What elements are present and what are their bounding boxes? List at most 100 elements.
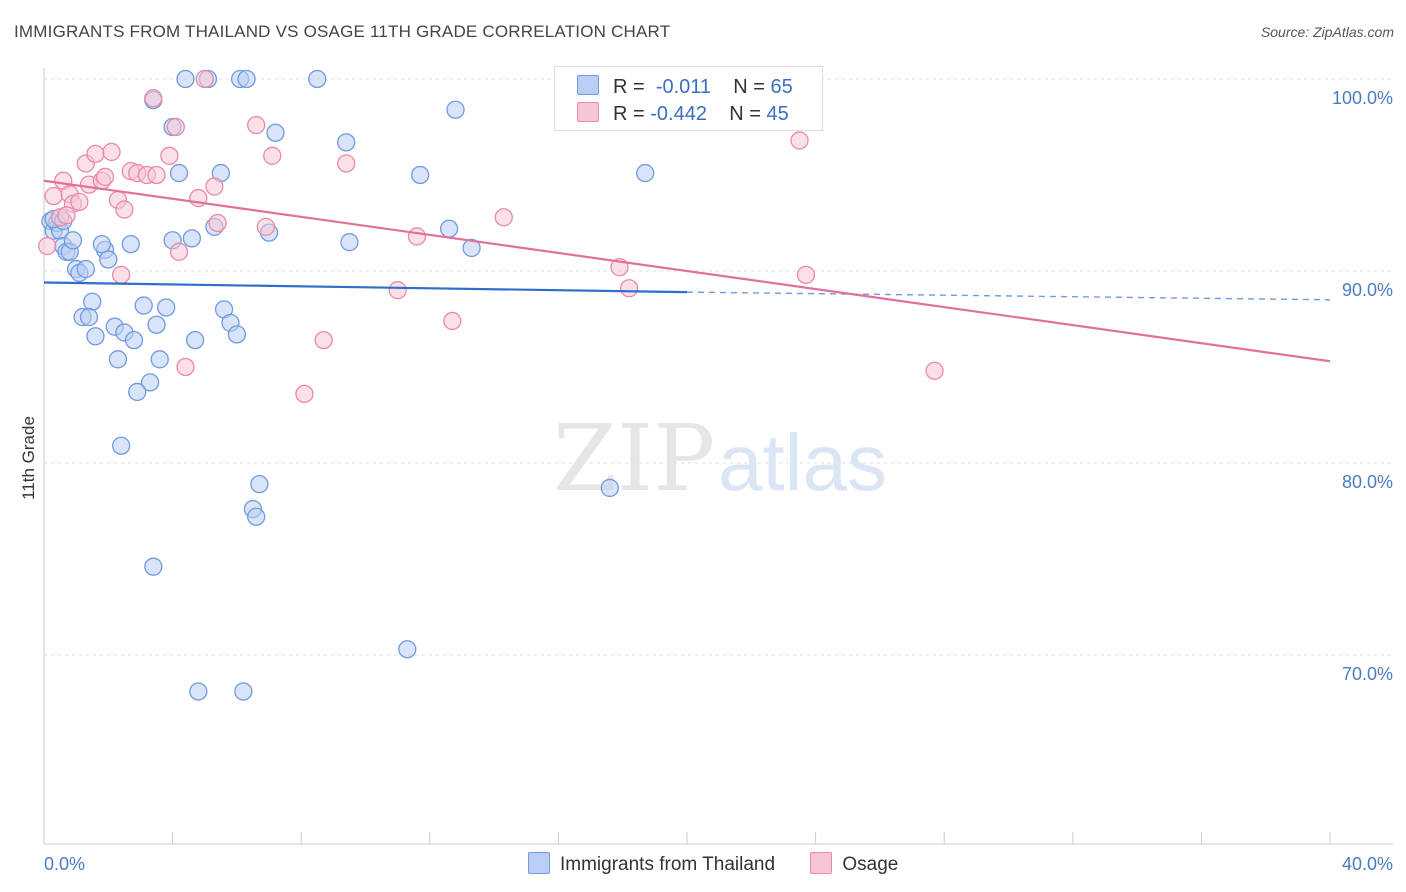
legend-r-value: -0.442: [650, 103, 707, 125]
thailand-point: [340, 233, 359, 252]
watermark: ZIP atlas: [553, 405, 887, 512]
thailand-trend-extension: [686, 291, 1331, 301]
thailand-point: [124, 330, 144, 350]
thailand-point: [411, 165, 430, 185]
legend-swatch-blue: [528, 852, 550, 874]
osage-point: [247, 115, 266, 135]
thailand-point: [108, 350, 128, 369]
osage-point: [160, 146, 179, 165]
osage-point: [144, 89, 163, 108]
osage-point: [314, 330, 333, 350]
legend-swatch-pink: [810, 852, 833, 874]
osage-point: [796, 265, 816, 284]
thailand-point: [79, 307, 99, 327]
thailand-point: [234, 682, 253, 701]
thailand-point: [600, 478, 619, 498]
osage-point: [337, 154, 356, 173]
osage-point: [208, 213, 227, 233]
osage-point: [619, 279, 639, 298]
osage-point: [44, 186, 63, 206]
thailand-point: [76, 259, 95, 279]
thailand-point: [247, 507, 266, 526]
thailand-point: [150, 350, 169, 369]
axes: 100.0% 90.0% 80.0% 70.0% 0.0% 40.0%: [43, 68, 1393, 874]
thailand-point: [176, 69, 195, 89]
correlation-legend: R = -0.011 N = 65 R = -0.442 N = 45: [554, 66, 823, 131]
legend-n-value: 45: [766, 103, 789, 125]
legend-item-osage: Osage: [810, 852, 898, 876]
osage-point: [115, 200, 134, 219]
trend-lines: [43, 179, 1331, 363]
osage-point: [790, 131, 809, 150]
legend-swatch-pink: [577, 102, 599, 122]
thailand-point: [128, 382, 147, 402]
legend-row-thailand: R = -0.011 N = 65: [577, 75, 793, 99]
osage-point: [102, 142, 121, 162]
thailand-point: [185, 330, 205, 350]
osage-point: [256, 217, 275, 236]
legend-item-thailand: Immigrants from Thailand: [528, 852, 775, 876]
osage-point: [112, 265, 131, 284]
watermark-zip: ZIP: [553, 405, 715, 512]
osage-point: [176, 357, 195, 377]
y-tick-label: 80.0%: [1342, 472, 1393, 492]
thailand-point: [237, 69, 256, 89]
thailand-point: [92, 234, 112, 254]
legend-n-label: N =: [733, 76, 765, 98]
osage-point: [443, 311, 462, 331]
legend-r-label: R =: [613, 76, 645, 98]
thailand-point: [266, 123, 285, 142]
chart-title: IMMIGRANTS FROM THAILAND VS OSAGE 11TH G…: [14, 22, 671, 41]
thailand-point: [83, 292, 102, 311]
legend-n-label: N =: [729, 103, 761, 125]
osage-point: [166, 117, 185, 137]
thailand-point: [462, 238, 481, 258]
thailand-point: [99, 250, 118, 269]
legend-r-value: -0.011: [655, 76, 712, 98]
osage-point: [295, 384, 314, 404]
thailand-point: [112, 436, 131, 455]
thailand-point: [134, 296, 153, 315]
thailand-point: [250, 474, 269, 494]
watermark-atlas: atlas: [718, 418, 887, 507]
osage-point: [147, 165, 166, 185]
osage-point: [925, 361, 944, 380]
osage-point: [95, 167, 115, 187]
osage-point: [86, 144, 105, 164]
osage-point: [407, 227, 427, 246]
thailand-point: [140, 373, 160, 392]
thailand-point: [227, 325, 247, 344]
osage-trend-line: [43, 179, 1331, 363]
thailand-point: [157, 298, 176, 317]
thailand-point: [169, 163, 189, 183]
legend-n-value: 65: [770, 76, 793, 98]
y-tick-label: 100.0%: [1332, 88, 1393, 108]
data-points: [38, 69, 944, 701]
thailand-point: [446, 100, 465, 119]
osage-point: [195, 69, 214, 89]
thailand-point: [636, 163, 655, 183]
osage-point: [388, 281, 407, 300]
thailand-point: [121, 234, 140, 254]
legend-r-label: R =: [613, 103, 645, 125]
source-label: Source: ZipAtlas.com: [1260, 24, 1394, 40]
thailand-point: [86, 327, 105, 346]
thailand-point: [439, 219, 459, 238]
thailand-point: [337, 133, 356, 152]
thailand-point: [144, 557, 163, 576]
thailand-point: [308, 69, 327, 89]
osage-point: [263, 146, 282, 165]
thailand-point: [189, 682, 208, 701]
y-tick-label: 70.0%: [1342, 664, 1393, 684]
osage-point: [70, 192, 89, 212]
osage-point: [205, 177, 224, 196]
osage-point: [494, 208, 513, 227]
legend-row-osage: R = -0.442 N = 45: [577, 102, 789, 126]
osage-point: [38, 236, 57, 256]
x-tick-label: 40.0%: [1342, 854, 1393, 874]
series-legend: Immigrants from Thailand Osage: [528, 852, 928, 876]
y-axis-label: 11th Grade: [19, 416, 38, 500]
x-tick-label: 0.0%: [44, 854, 85, 874]
legend-label-osage: Osage: [842, 854, 899, 875]
